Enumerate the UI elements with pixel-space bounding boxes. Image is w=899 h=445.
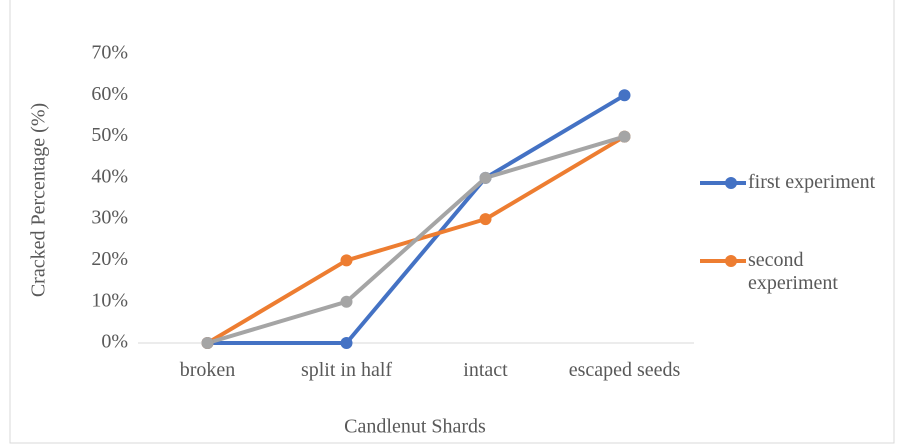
data-point [201,337,214,349]
legend-marker [725,255,737,267]
legend-label-box: first experiment [748,171,876,193]
y-tick-label: 70% [91,42,128,64]
legend-label-box: second experiment [748,249,838,294]
chart-border [9,0,895,444]
legend-label: first experiment [748,171,876,193]
x-axis-title: Candlenut Shards [344,416,486,438]
y-tick-label: 30% [91,207,128,229]
y-tick-label: 60% [91,83,128,105]
x-tick-label-box: broken [179,359,236,381]
data-point [618,130,631,143]
data-point [340,337,353,349]
data-point [340,295,353,308]
data-point [479,213,492,226]
data-point [618,89,631,102]
x-tick-label: split in half [300,359,393,381]
x-tick-label-box: split in half [300,359,393,381]
x-tick-label: escaped seeds [568,359,681,381]
y-tick-label: 20% [91,248,128,270]
x-tick-label: intact [463,359,508,381]
data-point [479,171,492,184]
series-line [206,134,626,345]
x-tick-label-box: escaped seeds [568,359,681,381]
x-tick-label: broken [179,359,236,381]
y-tick-label: 50% [91,124,128,146]
x-tick-label-box: intact [463,359,508,381]
legend-marker [725,177,737,189]
y-tick-label: 10% [91,289,128,311]
legend-label: second experiment [748,249,838,294]
data-point [340,254,353,267]
y-axis-title: Cracked Percentage (%) [28,103,50,297]
y-tick-label: 40% [91,165,128,187]
series-line [207,93,626,345]
y-tick-label: 0% [101,331,128,353]
